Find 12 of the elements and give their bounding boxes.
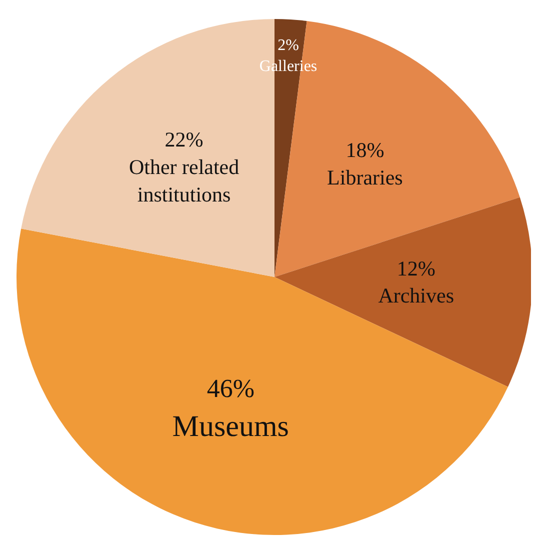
data-label: 18% (346, 138, 384, 162)
data-label: 2% (278, 37, 299, 54)
data-label: 12% (396, 256, 436, 280)
data-label: 22% (164, 128, 204, 152)
slice-label: Museums (172, 410, 289, 443)
pie-slice (274, 197, 531, 387)
data-label: 46% (206, 374, 254, 403)
slice-label: Archives (378, 284, 454, 308)
pie-slice (17, 228, 508, 535)
slice-label: Libraries (327, 165, 403, 190)
slice-label: Other related institutions (128, 154, 240, 206)
slice-label: Galleries (259, 58, 318, 75)
